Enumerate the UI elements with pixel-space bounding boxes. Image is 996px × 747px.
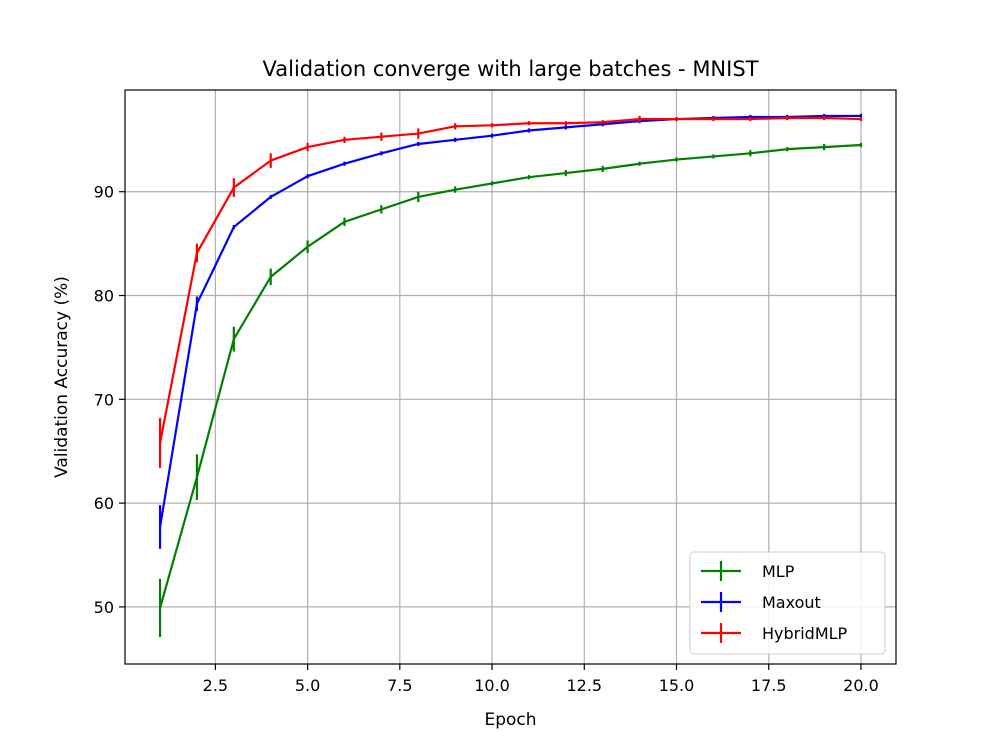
x-tick-label: 10.0 bbox=[474, 676, 510, 695]
y-tick-label: 90 bbox=[94, 183, 114, 202]
plot-area-frame bbox=[124, 89, 897, 665]
legend: MLP Maxout HybridMLP bbox=[689, 551, 886, 655]
legend-entry-hybridmlp: HybridMLP bbox=[701, 623, 848, 643]
y-tick-label: 60 bbox=[94, 494, 114, 513]
legend-label: MLP bbox=[762, 562, 795, 581]
x-tick-label: 15.0 bbox=[659, 676, 695, 695]
x-tick-label: 2.5 bbox=[203, 676, 228, 695]
series-line-hybridmlp bbox=[158, 116, 861, 444]
axis-ticks: 2.5 5.0 7.5 10.0 12.5 15.0 17.5 20.0 50 60 70 80 90 bbox=[94, 183, 879, 695]
y-tick-label: 80 bbox=[94, 287, 114, 306]
x-tick-label: 5.0 bbox=[295, 676, 320, 695]
x-tick-label: 12.5 bbox=[566, 676, 602, 695]
legend-label: HybridMLP bbox=[762, 624, 848, 643]
gridlines bbox=[125, 90, 896, 664]
series-mlp bbox=[158, 142, 863, 638]
series-line-maxout bbox=[158, 114, 861, 528]
x-axis-label: Epoch bbox=[484, 710, 536, 730]
x-tick-label: 7.5 bbox=[387, 676, 412, 695]
legend-box bbox=[689, 551, 886, 655]
legend-entry-maxout: Maxout bbox=[701, 592, 821, 612]
x-tick-label: 17.5 bbox=[751, 676, 787, 695]
y-axis-label: Validation Accuracy (%) bbox=[52, 276, 72, 478]
series-line-mlp bbox=[158, 143, 862, 609]
series-lines bbox=[158, 113, 863, 638]
legend-label: Maxout bbox=[762, 593, 821, 612]
chart-title: Validation converge with large batches -… bbox=[263, 57, 759, 81]
series-hybridmlp bbox=[158, 115, 863, 468]
y-tick-label: 50 bbox=[94, 598, 114, 617]
legend-entry-mlp: MLP bbox=[701, 561, 795, 581]
x-tick-label: 20.0 bbox=[843, 676, 879, 695]
y-tick-label: 70 bbox=[94, 390, 114, 409]
